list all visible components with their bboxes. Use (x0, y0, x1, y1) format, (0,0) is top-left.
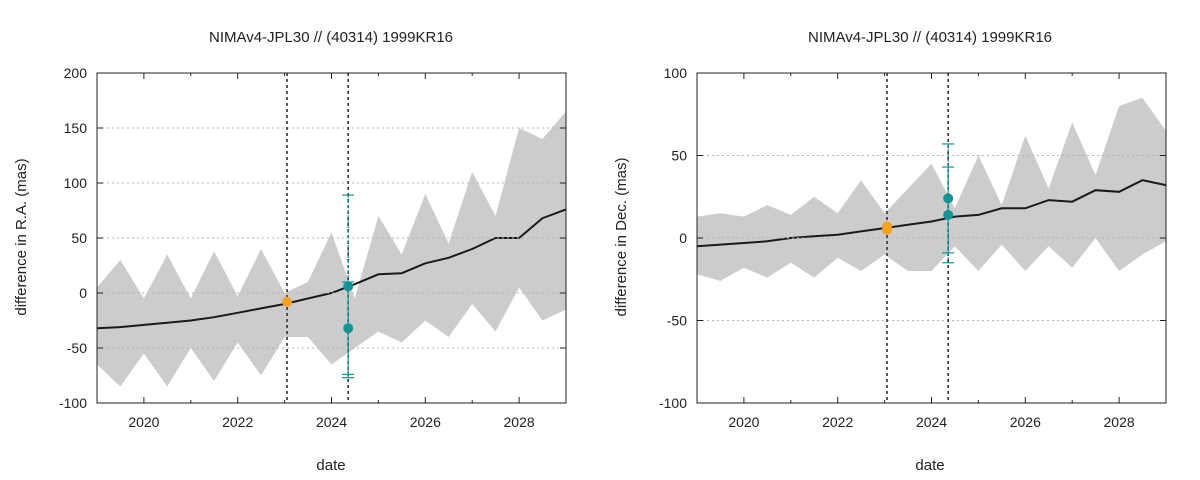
y-tick-label: 50 (671, 148, 687, 164)
axis-ticks: -100 -50 0 50 100 150 200 2020 2022 2024 2026 2028 (59, 65, 567, 430)
x-tick-label: 2026 (410, 414, 441, 430)
trend-line (97, 208, 566, 330)
y-tick-label: 100 (64, 175, 88, 191)
plot-area (97, 111, 566, 387)
x-tick-label: 2022 (822, 414, 853, 430)
y-axis-label: difference in R.A. (mas) (13, 158, 30, 315)
gridlines (697, 155, 1166, 321)
x-axis-label: date (915, 457, 944, 474)
y-tick-label: 0 (679, 230, 687, 246)
x-tick-label: 2024 (316, 414, 347, 430)
teal-data-point (343, 281, 354, 292)
trend-line (697, 179, 1166, 248)
y-tick-label: 50 (71, 230, 87, 246)
y-tick-label: -100 (659, 395, 687, 411)
y-tick-label: -100 (59, 395, 87, 411)
x-tick-label: 2028 (1104, 414, 1135, 430)
uncertainty-envelope (697, 97, 1166, 281)
orange-data-point (882, 224, 893, 235)
plot-area (697, 97, 1166, 281)
uncertainty-envelope (97, 111, 566, 387)
ra-plot: date difference in R.A. (mas) -100 -50 0 50… (13, 29, 567, 474)
dec-plot: date difference in Dec. (mas) -100 -50 0 50… (613, 29, 1167, 474)
y-tick-label: 0 (79, 285, 87, 301)
x-tick-label: 2020 (128, 414, 159, 430)
teal-data-point (943, 209, 954, 220)
y-tick-label: -50 (67, 340, 87, 356)
chart-title: NIMAv4-JPL30 // (40314) 1999KR16 (209, 29, 453, 46)
orange-data-point (282, 296, 293, 307)
x-axis-label: date (316, 457, 345, 474)
y-tick-label: -50 (667, 313, 687, 329)
axis-ticks: -100 -50 0 50 100 2020 2022 2024 2026 2028 (659, 65, 1167, 430)
y-tick-label: 150 (64, 120, 88, 136)
x-tick-label: 2028 (504, 414, 535, 430)
y-tick-label: 100 (664, 65, 688, 81)
x-tick-label: 2022 (222, 414, 253, 430)
x-tick-label: 2026 (1010, 414, 1041, 430)
y-tick-label: 200 (64, 65, 88, 81)
chart-title: NIMAv4-JPL30 // (40314) 1999KR16 (808, 29, 1052, 46)
gridlines (97, 127, 566, 349)
teal-data-point (343, 323, 354, 334)
x-tick-label: 2024 (916, 414, 947, 430)
y-axis-label: difference in Dec. (mas) (613, 158, 630, 317)
x-tick-label: 2020 (728, 414, 759, 430)
